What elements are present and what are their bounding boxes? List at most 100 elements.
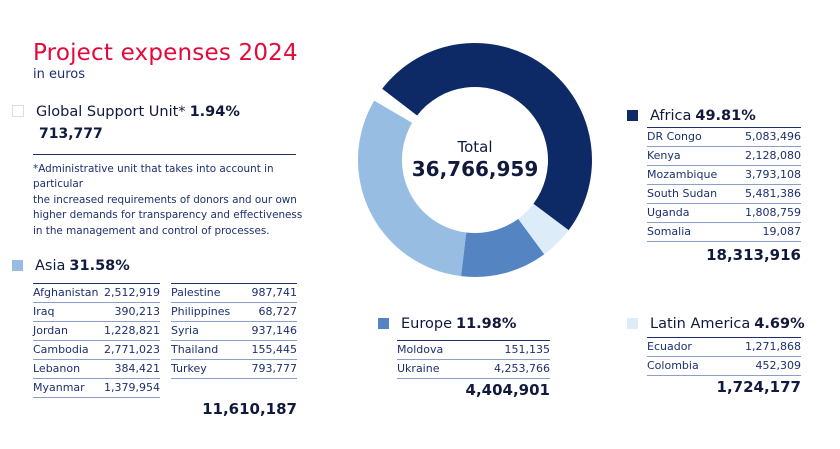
- center-total: 36,766,959: [412, 157, 539, 181]
- africa-table: DR Congo 5,083,496 Kenya 2,128,080 Mozambiqu…: [647, 127, 801, 242]
- country-amount: 4,253,766: [494, 362, 550, 375]
- legend-label: Asia: [35, 258, 66, 274]
- country-name: South Sudan: [647, 187, 718, 200]
- legend-percent: 4.69%: [754, 316, 805, 332]
- table-row: Turkey 793,777: [171, 360, 297, 379]
- legend-label: Europe: [401, 316, 452, 332]
- legend-swatch: [627, 110, 638, 121]
- country-name: Colombia: [647, 359, 699, 372]
- table-row: Jordan 1,228,821: [33, 322, 160, 341]
- donut-slice-asia: [358, 100, 467, 277]
- table-row: Cambodia 2,771,023: [33, 341, 160, 360]
- country-amount: 793,777: [251, 362, 298, 375]
- page-title: Project expenses 2024: [33, 40, 298, 66]
- asia-table-right: Palestine 987,741 Philippines 68,727 Syria 93…: [171, 283, 297, 379]
- table-row: Ukraine 4,253,766: [397, 360, 550, 379]
- country-amount: 452,309: [755, 359, 802, 372]
- country-name: Cambodia: [33, 343, 89, 356]
- latin-america-table: Ecuador 1,271,868 Colombia 452,309: [647, 337, 801, 376]
- table-row: Uganda 1,808,759: [647, 204, 801, 223]
- country-name: Iraq: [33, 305, 55, 318]
- country-name: Mozambique: [647, 168, 718, 181]
- legend-latin-america: Latin America 4.69%: [627, 316, 805, 332]
- legend-africa: Africa 49.81%: [627, 108, 756, 124]
- table-row: Moldova 151,135: [397, 341, 550, 360]
- country-amount: 19,087: [762, 225, 802, 238]
- table-row: Somalia 19,087: [647, 223, 801, 242]
- divider: [33, 154, 296, 155]
- donut-slice-africa: [382, 42, 593, 231]
- legend-swatch: [12, 105, 24, 117]
- country-name: Moldova: [397, 343, 444, 356]
- country-amount: 987,741: [251, 286, 298, 299]
- country-name: Lebanon: [33, 362, 81, 375]
- legend-percent: 31.58%: [69, 258, 130, 274]
- country-amount: 384,421: [114, 362, 161, 375]
- gsu-footnote: *Administrative unit that takes into acc…: [33, 162, 323, 239]
- table-row: Philippines 68,727: [171, 303, 297, 322]
- note-line: higher demands for transparency and effe…: [33, 209, 303, 222]
- europe-table: Moldova 151,135 Ukraine 4,253,766: [397, 340, 550, 379]
- donut-slice-latin-america: [518, 203, 569, 255]
- country-name: Myanmar: [33, 381, 85, 394]
- table-row: Iraq 390,213: [33, 303, 160, 322]
- donut-slice-europe: [461, 218, 545, 277]
- country-amount: 1,228,821: [104, 324, 160, 337]
- legend-europe: Europe 11.98%: [378, 316, 516, 332]
- note-line: in the management and control of process…: [33, 224, 270, 237]
- country-name: Ecuador: [647, 340, 692, 353]
- country-amount: 2,128,080: [745, 149, 801, 162]
- table-row: DR Congo 5,083,496: [647, 128, 801, 147]
- country-amount: 2,771,023: [104, 343, 160, 356]
- country-name: Kenya: [647, 149, 681, 162]
- table-row: Lebanon 384,421: [33, 360, 160, 379]
- country-amount: 1,271,868: [745, 340, 801, 353]
- legend-swatch: [378, 318, 389, 329]
- europe-total: 4,404,901: [465, 381, 550, 399]
- country-name: Palestine: [171, 286, 221, 299]
- page-subtitle: in euros: [33, 67, 86, 82]
- country-amount: 937,146: [251, 324, 298, 337]
- table-row: Ecuador 1,271,868: [647, 338, 801, 357]
- table-row: Palestine 987,741: [171, 284, 297, 303]
- country-name: Uganda: [647, 206, 690, 219]
- country-name: Somalia: [647, 225, 692, 238]
- donut-slice-global-support-unit: [374, 88, 418, 123]
- country-amount: 5,481,386: [745, 187, 801, 200]
- country-amount: 68,727: [258, 305, 298, 318]
- legend-percent: 49.81%: [695, 108, 756, 124]
- table-row: Thailand 155,445: [171, 341, 297, 360]
- country-amount: 155,445: [251, 343, 298, 356]
- country-name: DR Congo: [647, 130, 702, 143]
- table-row: Afghanistan 2,512,919: [33, 284, 160, 303]
- legend-percent: 1.94%: [189, 104, 240, 120]
- gsu-total: 713,777: [39, 126, 103, 142]
- table-row: Kenya 2,128,080: [647, 147, 801, 166]
- center-label: Total: [456, 138, 492, 156]
- country-amount: 1,379,954: [104, 381, 160, 394]
- country-name: Afghanistan: [33, 286, 99, 299]
- country-name: Thailand: [171, 343, 219, 356]
- legend-label: Latin America: [650, 316, 751, 332]
- legend-swatch: [12, 260, 23, 271]
- note-line: *Administrative unit that takes into acc…: [33, 163, 274, 191]
- country-name: Ukraine: [397, 362, 440, 375]
- legend-label: Africa: [650, 108, 692, 124]
- country-name: Jordan: [33, 324, 68, 337]
- country-amount: 1,808,759: [745, 206, 801, 219]
- country-amount: 3,793,108: [745, 168, 801, 181]
- table-row: South Sudan 5,481,386: [647, 185, 801, 204]
- asia-total: 11,610,187: [202, 400, 297, 418]
- country-amount: 5,083,496: [745, 130, 801, 143]
- country-name: Philippines: [171, 305, 231, 318]
- note-line: the increased requirements of donors and…: [33, 193, 297, 206]
- country-amount: 390,213: [114, 305, 161, 318]
- table-row: Syria 937,146: [171, 322, 297, 341]
- legend-asia: Asia 31.58%: [12, 258, 130, 274]
- table-row: Myanmar 1,379,954: [33, 379, 160, 398]
- legend-percent: 11.98%: [456, 316, 517, 332]
- africa-total: 18,313,916: [706, 246, 801, 264]
- legend-swatch: [627, 318, 638, 329]
